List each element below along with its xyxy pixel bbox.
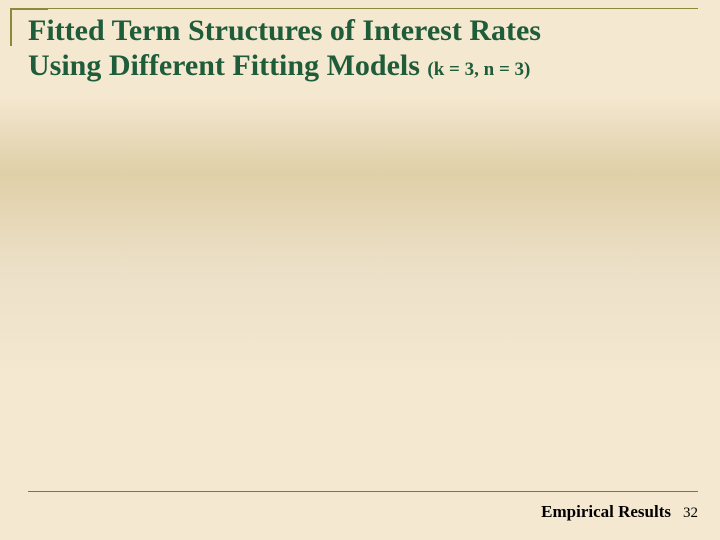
- bottom-rule: [28, 491, 698, 492]
- footer-section-label: Empirical Results: [541, 502, 671, 522]
- title-line-2: Using Different Fitting Models (k = 3, n…: [28, 49, 698, 84]
- title-block: Fitted Term Structures of Interest Rates…: [28, 14, 698, 83]
- title-line-1: Fitted Term Structures of Interest Rates: [28, 14, 698, 49]
- title-line-2-main: Using Different Fitting Models: [28, 49, 427, 82]
- title-line-2-sub: (k = 3, n = 3): [427, 59, 530, 80]
- footer: Empirical Results 32: [541, 502, 698, 522]
- title-top-rule: [48, 8, 698, 9]
- page-number: 32: [683, 505, 698, 522]
- slide: Fitted Term Structures of Interest Rates…: [0, 0, 720, 540]
